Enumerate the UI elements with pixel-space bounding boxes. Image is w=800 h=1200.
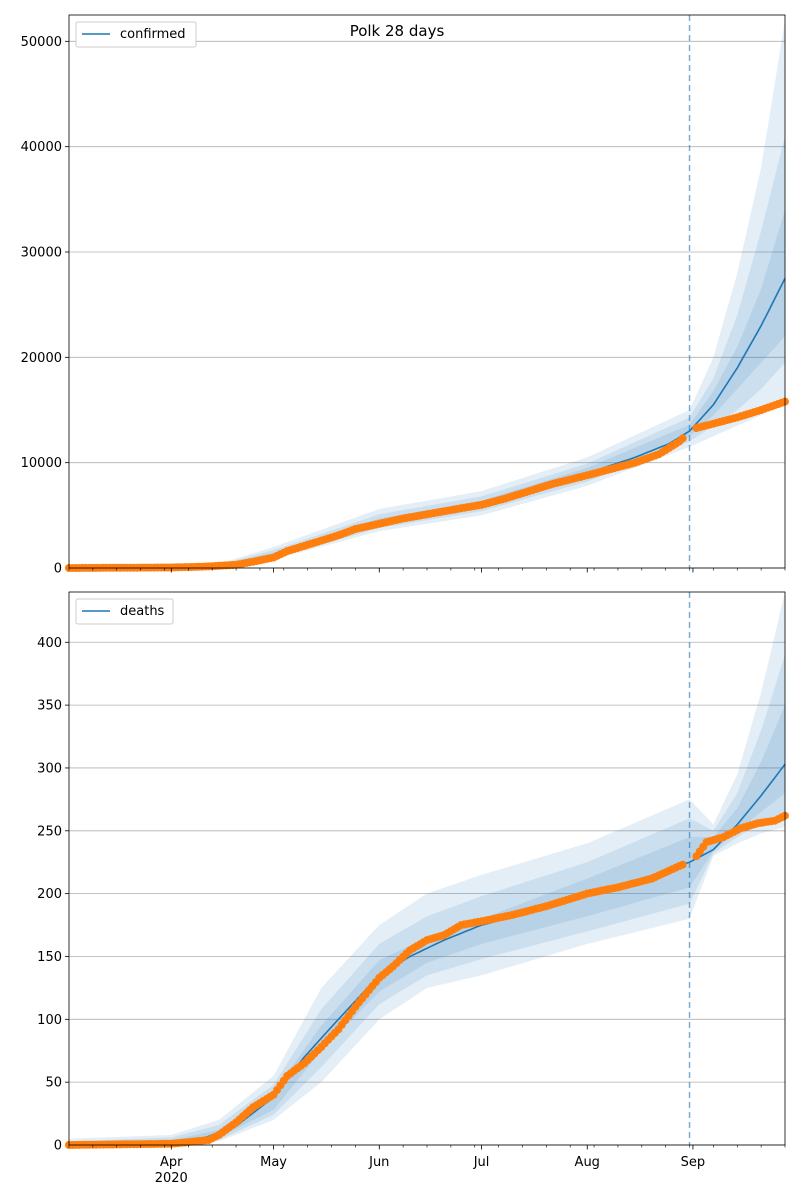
x-year-label: 2020 bbox=[155, 1171, 188, 1186]
x-tick-label: Jul bbox=[473, 1155, 490, 1170]
y-tick-label: 40000 bbox=[21, 140, 62, 155]
x-tick-label: Sep bbox=[681, 1155, 706, 1170]
legend-box bbox=[75, 598, 174, 625]
x-tick-label: Apr bbox=[160, 1155, 183, 1170]
x-tick-label: Jun bbox=[368, 1155, 389, 1170]
y-tick-label: 0 bbox=[54, 1139, 62, 1154]
axes-frame bbox=[68, 591, 786, 1146]
y-tick-label: 200 bbox=[37, 887, 62, 902]
figure-title: Polk 28 days bbox=[350, 22, 445, 40]
confirmed-panel: 0 10000 20000 30000 40000 50000 confirmed bbox=[21, 14, 789, 577]
y-tick-label: 100 bbox=[37, 1013, 62, 1028]
y-tick-label: 250 bbox=[37, 824, 62, 839]
legend-label: deaths bbox=[120, 604, 165, 619]
legend-label: confirmed bbox=[120, 27, 186, 42]
y-tick-label: 350 bbox=[37, 699, 62, 714]
y-tick-label: 50000 bbox=[21, 35, 62, 50]
y-tick-label: 300 bbox=[37, 761, 62, 776]
y-tick-label: 150 bbox=[37, 950, 62, 965]
y-tick-label: 30000 bbox=[21, 246, 62, 261]
y-tick-label: 50 bbox=[45, 1076, 62, 1091]
uncertainty-band bbox=[69, 654, 785, 1145]
uncertainty-band bbox=[69, 592, 785, 1145]
axes-frame bbox=[68, 14, 786, 569]
x-tick-label: Aug bbox=[575, 1155, 600, 1170]
plot-area: 0 10000 20000 30000 40000 50000 bbox=[21, 14, 789, 577]
y-tick-label: 0 bbox=[54, 562, 62, 577]
legend-box bbox=[75, 21, 197, 48]
x-tick-label: May bbox=[260, 1155, 287, 1170]
uncertainty-band bbox=[69, 136, 785, 568]
observed-point bbox=[678, 860, 687, 869]
observed-point bbox=[678, 434, 687, 443]
y-tick-label: 400 bbox=[37, 636, 62, 651]
y-tick-label: 10000 bbox=[21, 456, 62, 471]
y-tick-label: 20000 bbox=[21, 351, 62, 366]
